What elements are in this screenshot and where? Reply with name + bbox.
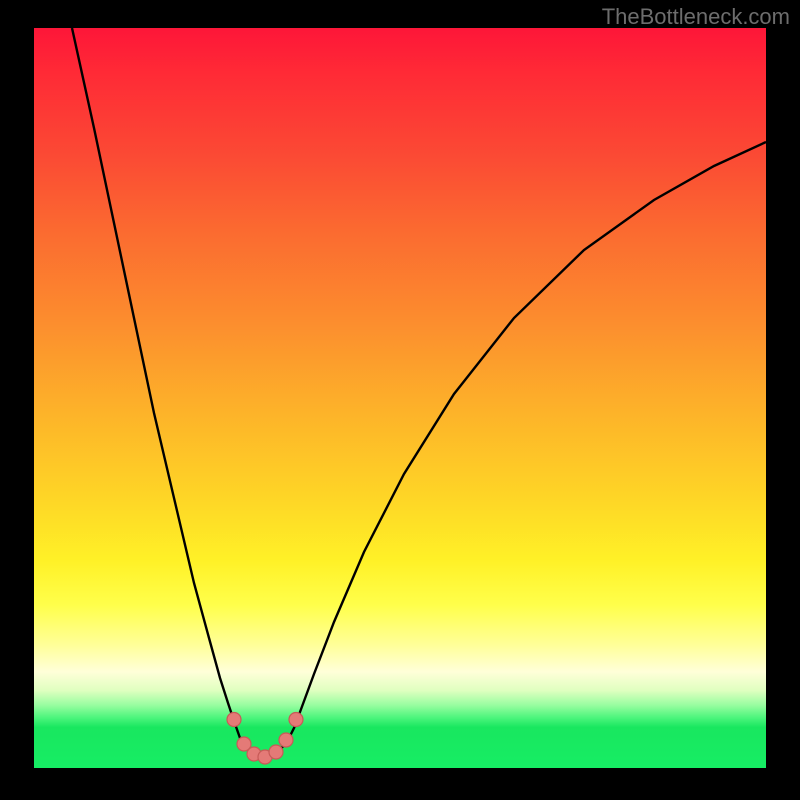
- plot-area: [34, 28, 766, 768]
- valley-marker: [279, 733, 293, 747]
- chart-frame: TheBottleneck.com: [0, 0, 800, 800]
- valley-marker: [289, 713, 303, 727]
- valley-marker: [227, 713, 241, 727]
- watermark-text: TheBottleneck.com: [602, 4, 790, 30]
- valley-markers: [227, 713, 303, 765]
- bottleneck-curve-svg: [34, 28, 766, 768]
- bottleneck-curve-line: [72, 28, 766, 758]
- valley-marker: [269, 745, 283, 759]
